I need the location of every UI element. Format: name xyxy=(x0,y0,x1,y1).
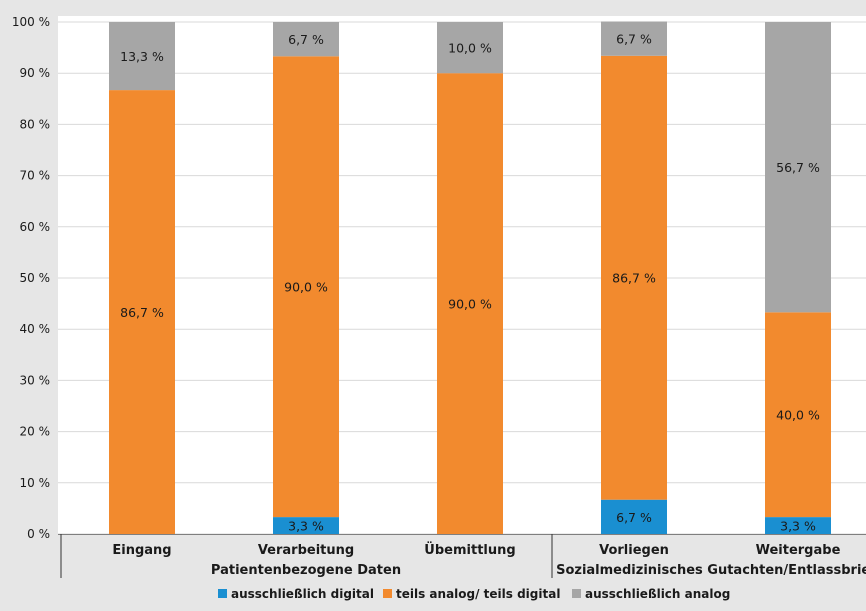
bar-segment xyxy=(601,21,667,56)
bar-value-label: 86,7 % xyxy=(612,271,656,286)
legend-label: ausschließlich digital xyxy=(231,587,374,601)
bar-segment xyxy=(601,499,667,534)
legend-label: ausschließlich analog xyxy=(585,587,730,601)
bar-segment xyxy=(437,22,503,74)
bar-value-label: 6,7 % xyxy=(616,32,652,47)
y-tick-label: 80 % xyxy=(20,117,51,131)
bar-segment xyxy=(273,517,339,534)
legend-swatch xyxy=(218,589,227,598)
x-group-label: Sozialmedizinisches Gutachten/Entlassbri… xyxy=(556,563,866,578)
bar-segment xyxy=(273,56,339,518)
bar-segment xyxy=(109,22,175,91)
y-tick-label: 100 % xyxy=(12,15,50,29)
bar-value-label: 13,3 % xyxy=(120,49,164,64)
x-category-label: Eingang xyxy=(112,543,171,558)
y-tick-label: 0 % xyxy=(27,527,50,541)
bar-value-label: 40,0 % xyxy=(776,408,820,423)
bar-segment xyxy=(273,22,339,57)
y-tick-label: 40 % xyxy=(20,322,51,336)
x-category-label: Vorliegen xyxy=(599,543,669,558)
legend-swatch xyxy=(383,589,392,598)
bar-value-label: 86,7 % xyxy=(120,305,164,320)
bar-value-label: 6,7 % xyxy=(616,510,652,525)
y-tick-label: 50 % xyxy=(20,271,51,285)
x-category-label: Verarbeitung xyxy=(258,543,354,558)
x-category-label: Übemittlung xyxy=(424,542,515,558)
bar-segment xyxy=(765,517,831,534)
y-tick-label: 90 % xyxy=(20,66,51,80)
bar-value-label: 56,7 % xyxy=(776,160,820,175)
bar-segment xyxy=(109,90,175,534)
y-tick-label: 60 % xyxy=(20,220,51,234)
y-tick-label: 70 % xyxy=(20,169,51,183)
x-category-label: Weitergabe xyxy=(756,543,841,558)
y-tick-label: 20 % xyxy=(20,425,51,439)
legend-swatch xyxy=(572,589,581,598)
legend-label: teils analog/ teils digital xyxy=(396,587,560,601)
bar-segment xyxy=(765,22,831,313)
y-tick-label: 10 % xyxy=(20,476,51,490)
bar-segment xyxy=(437,73,503,534)
bar-value-label: 90,0 % xyxy=(284,280,328,295)
bar-value-label: 6,7 % xyxy=(288,32,324,47)
y-tick-label: 30 % xyxy=(20,373,51,387)
bar-segment xyxy=(601,55,667,500)
bar-value-label: 3,3 % xyxy=(288,519,324,534)
bar-value-label: 3,3 % xyxy=(780,519,816,534)
bar-value-label: 10,0 % xyxy=(448,41,492,56)
x-group-label: Patientenbezogene Daten xyxy=(211,563,401,578)
bar-segment xyxy=(765,312,831,518)
bar-value-label: 90,0 % xyxy=(448,297,492,312)
